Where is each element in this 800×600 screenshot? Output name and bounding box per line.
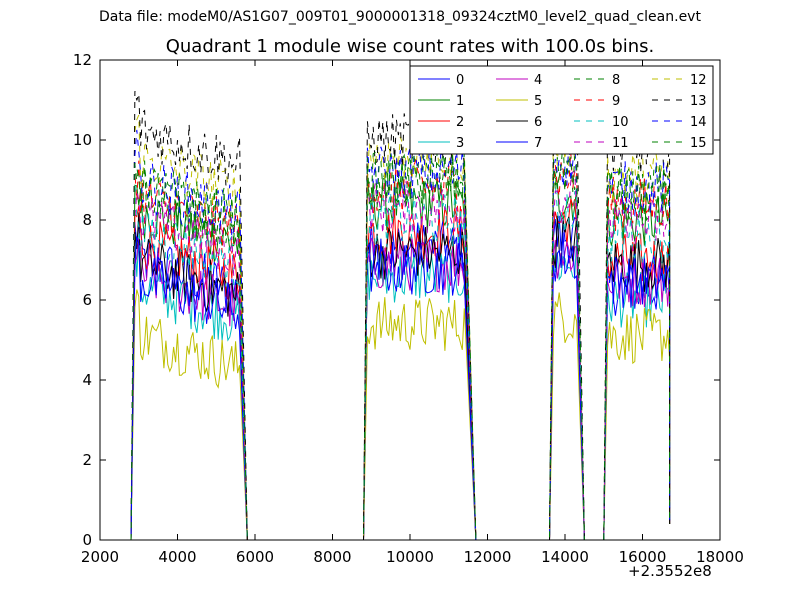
x-tick-label: 14000 (541, 548, 589, 566)
y-tick-label: 10 (73, 131, 92, 149)
x-tick-label: 12000 (464, 548, 512, 566)
y-tick-label: 12 (73, 51, 92, 69)
x-tick-label: 2000 (81, 548, 119, 566)
x-offset-label: +2.3552e8 (628, 562, 712, 580)
chart-suptitle: Data file: modeM0/AS1G07_009T01_90000013… (99, 9, 701, 25)
legend-label-2: 2 (456, 115, 464, 130)
x-tick-label: 6000 (236, 548, 274, 566)
legend-box (409, 65, 714, 155)
x-tick-label: 10000 (386, 548, 434, 566)
legend-label-1: 1 (456, 94, 464, 109)
legend-label-6: 6 (534, 115, 542, 130)
legend-label-14: 14 (690, 115, 707, 130)
series-line-14 (130, 129, 671, 540)
y-tick-label: 6 (82, 291, 92, 309)
series-line-7 (130, 232, 671, 540)
legend-label-13: 13 (690, 94, 707, 109)
series-line-6 (130, 212, 671, 540)
legend-label-11: 11 (612, 136, 629, 151)
series-line-11 (130, 170, 671, 540)
series-line-2 (130, 198, 671, 540)
legend-label-0: 0 (456, 73, 464, 88)
y-tick-label: 2 (82, 451, 92, 469)
legend-label-9: 9 (612, 94, 620, 109)
y-tick-label: 4 (82, 371, 92, 389)
series-line-13 (130, 90, 671, 540)
x-tick-label: 4000 (158, 548, 196, 566)
legend-label-4: 4 (534, 73, 542, 88)
x-tick-label: 16000 (619, 548, 667, 566)
series-line-10 (130, 180, 671, 540)
series-line-9 (130, 152, 671, 540)
y-tick-label: 8 (82, 211, 92, 229)
series-line-5 (130, 289, 671, 540)
legend-label-5: 5 (534, 94, 542, 109)
legend-label-15: 15 (690, 136, 707, 151)
x-tick-label: 8000 (313, 548, 351, 566)
series-lines (130, 90, 671, 540)
y-tick-label: 0 (82, 531, 92, 549)
legend-label-3: 3 (456, 136, 464, 151)
legend-label-10: 10 (612, 115, 629, 130)
chart-title: Quadrant 1 module wise count rates with … (165, 36, 655, 57)
legend-label-8: 8 (612, 73, 620, 88)
legend-label-7: 7 (534, 136, 542, 151)
legend-label-12: 12 (690, 73, 707, 88)
x-tick-label: 18000 (696, 548, 744, 566)
